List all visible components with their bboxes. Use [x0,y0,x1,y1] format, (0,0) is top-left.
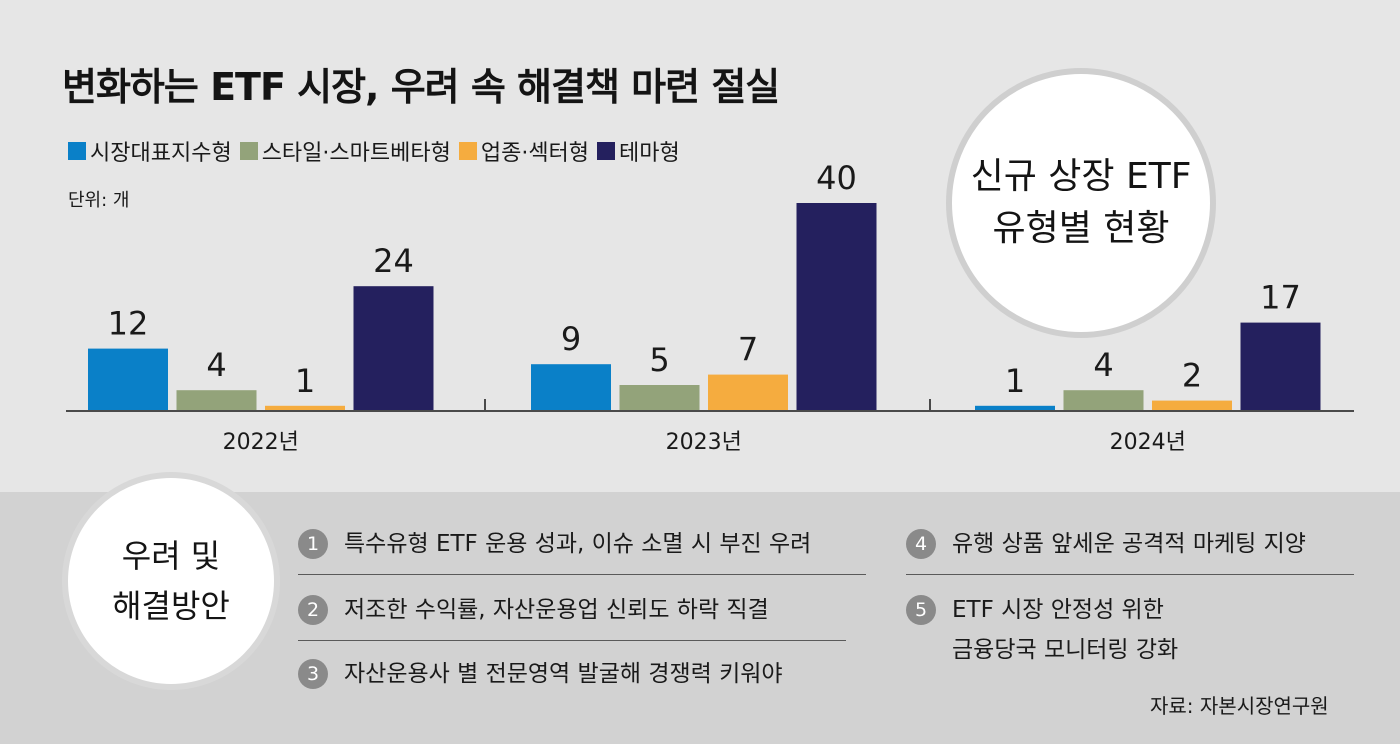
solution-item-5: 5 ETF 시장 안정성 위한 금융당국 모니터링 강화 [906,590,1178,670]
divider-3 [906,574,1354,575]
legend-item-market: 시장대표지수형 [68,135,232,167]
legend-label-theme: 테마형 [619,141,680,166]
bar-theme-2 [796,203,877,411]
solutions-heading-line-1: 우려 및 [121,537,221,575]
data-label-theme-3: 17 [1260,279,1301,317]
badge-line-1: 신규 상장 ETF [970,156,1192,197]
data-label-style-1: 4 [206,346,226,384]
data-label-style-3: 4 [1093,346,1113,384]
data-label-theme-1: 24 [373,242,414,280]
legend-swatch-style [239,142,258,160]
bar-market-2 [531,364,611,411]
legend-item-style: 스타일·스마트베타형 [239,135,451,167]
bar-sector-2 [708,374,788,411]
legend-swatch-sector [458,142,477,160]
solution-item-2: 2 저조한 수익률, 자산운용업 신뢰도 하락 직결 [298,590,769,630]
solution-text-5a: ETF 시장 안정성 위한 [952,597,1164,623]
legend-label-style: 스타일·스마트베타형 [261,141,451,166]
legend-item-sector: 업종·섹터형 [458,135,590,167]
solution-item-1: 1 특수유형 ETF 운용 성과, 이슈 소멸 시 부진 우려 [298,524,811,564]
badge-line-2: 유형별 현황 [992,208,1170,249]
bar-theme-1 [353,286,434,411]
solutions-heading-line-2: 해결방안 [112,587,230,625]
data-label-theme-2: 40 [816,159,857,197]
bar-market-3 [975,405,1055,411]
number-badge-3: 3 [298,659,328,689]
solution-text-4: 유행 상품 앞세운 공격적 마케팅 지양 [952,531,1306,557]
data-label-sector-1: 1 [295,362,315,400]
bar-theme-3 [1240,322,1321,411]
data-label-style-2: 5 [649,341,669,379]
legend-item-theme: 테마형 [597,135,680,167]
x-tick-label-1: 2022년 [223,430,299,455]
chart-badge: 신규 상장 ETF 유형별 현황 [946,68,1216,338]
solution-text-1: 특수유형 ETF 운용 성과, 이슈 소멸 시 부진 우려 [344,531,812,557]
legend-label-market: 시장대표지수형 [90,141,232,166]
bar-market-1 [88,348,168,411]
chart-legend: 시장대표지수형 스타일·스마트베타형 업종·섹터형 테마형 [68,135,688,167]
legend-label-sector: 업종·섹터형 [480,141,590,166]
number-badge-4: 4 [906,529,936,559]
solution-text-3: 자산운용사 별 전문영역 발굴해 경쟁력 키워야 [344,661,783,687]
number-badge-1: 1 [298,529,328,559]
bar-style-1 [176,390,257,411]
x-tick-label-2: 2023년 [666,430,742,455]
solution-item-4: 4 유행 상품 앞세운 공격적 마케팅 지양 [906,524,1306,564]
data-label-sector-2: 7 [738,331,758,369]
divider-2 [298,640,846,641]
legend-swatch-market [68,142,86,160]
source-note: 자료: 자본시장연구원 [1150,694,1329,718]
number-badge-5: 5 [906,595,936,625]
bar-style-3 [1063,390,1144,411]
bar-sector-1 [265,405,345,411]
bar-sector-3 [1152,400,1232,411]
solution-text-5b: 금융당국 모니터링 강화 [952,637,1179,663]
bar-style-2 [619,385,700,411]
solution-text-2: 저조한 수익률, 자산운용업 신뢰도 하락 직결 [344,597,769,623]
data-label-market-1: 12 [108,305,149,343]
legend-swatch-theme [597,142,616,160]
data-label-market-3: 1 [1005,362,1025,400]
unit-label: 단위: 개 [68,190,130,211]
data-label-sector-3: 2 [1182,357,1202,395]
data-label-market-2: 9 [561,320,581,358]
x-tick-label-3: 2024년 [1110,430,1186,455]
solution-item-3: 3 자산운용사 별 전문영역 발굴해 경쟁력 키워야 [298,654,783,694]
solutions-heading-circle: 우려 및 해결방안 [62,472,280,690]
divider-1 [298,574,866,575]
number-badge-2: 2 [298,595,328,625]
page-title: 변화하는 ETF 시장, 우려 속 해결책 마련 절실 [62,65,780,109]
